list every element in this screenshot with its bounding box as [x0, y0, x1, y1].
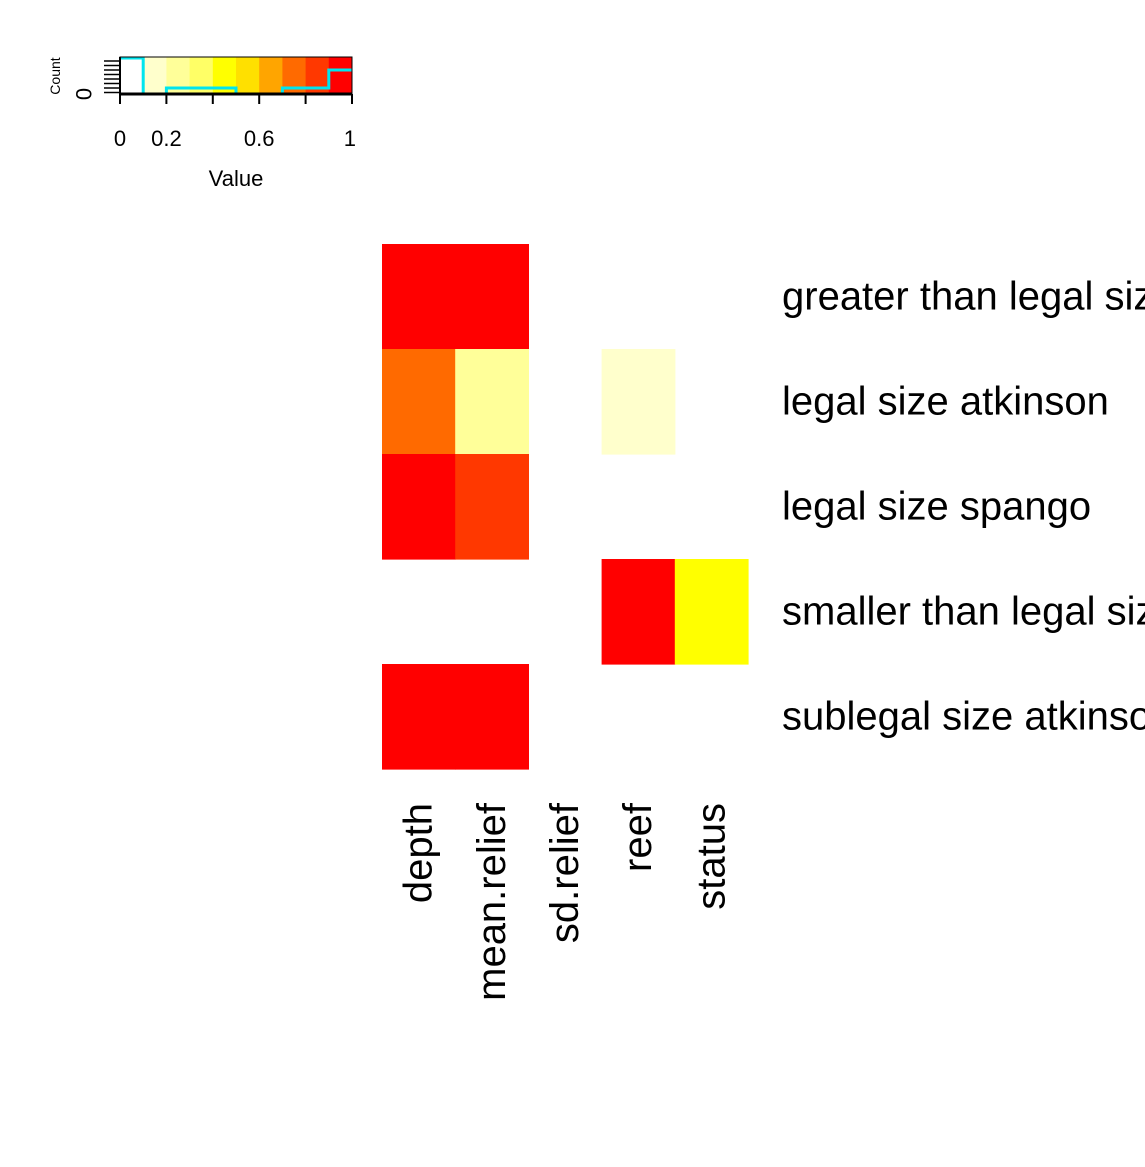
- row-label: sublegal size atkinson: [782, 695, 1145, 739]
- color-key-band: [212, 57, 237, 94]
- color-key-band: [143, 57, 167, 94]
- color-key-x-label: Value: [209, 166, 264, 191]
- heatmap-cell: [455, 454, 529, 560]
- heatmap-cells: [382, 244, 749, 770]
- heatmap-cell: [455, 244, 529, 350]
- color-key-y-label: Count: [47, 57, 63, 94]
- column-labels: depth mean.relief sd.relief reef status: [397, 802, 734, 1001]
- color-key-band: [328, 57, 353, 94]
- color-key-band: [259, 57, 283, 94]
- heatmap-cell: [382, 454, 456, 560]
- row-labels: greater than legal size spango legal size…: [782, 275, 1145, 739]
- column-label: sd.relief: [543, 802, 587, 943]
- color-key-x-tick: 0.6: [244, 126, 275, 151]
- row-label: legal size spango: [782, 485, 1091, 529]
- column-label: depth: [397, 803, 441, 903]
- color-key-x-tick: 0: [114, 126, 126, 151]
- color-key-x-tick: 1: [344, 126, 356, 151]
- heatmap-cell: [601, 349, 676, 455]
- color-key-bands: [120, 57, 353, 94]
- column-label: mean.relief: [470, 802, 514, 1001]
- row-label: smaller than legal size spango: [782, 590, 1145, 634]
- color-key-band: [120, 57, 144, 94]
- color-key-band: [282, 57, 306, 94]
- color-key-axes: 0 0.2 0.6 1: [104, 56, 356, 151]
- column-label: reef: [616, 802, 660, 872]
- color-key-band: [305, 57, 330, 94]
- color-key-band: [236, 57, 260, 94]
- heatmap-cell: [382, 349, 456, 455]
- heatmap-cell: [382, 244, 456, 350]
- color-key-x-tick: 0.2: [151, 126, 182, 151]
- heatmap-cell: [455, 664, 529, 770]
- column-label: status: [689, 803, 733, 910]
- row-label: legal size atkinson: [782, 380, 1109, 424]
- heatmap-cell: [601, 559, 676, 665]
- heatmap-cell: [674, 559, 749, 665]
- color-key-y-tick: 0: [72, 88, 97, 100]
- heatmap-cell: [455, 349, 529, 455]
- color-key-band: [166, 57, 190, 94]
- row-label: greater than legal size spango: [782, 275, 1145, 319]
- color-key: 0 0.2 0.6 1 Value Count 0: [47, 56, 356, 191]
- color-key-band: [189, 57, 214, 94]
- heatmap-cell: [382, 664, 456, 770]
